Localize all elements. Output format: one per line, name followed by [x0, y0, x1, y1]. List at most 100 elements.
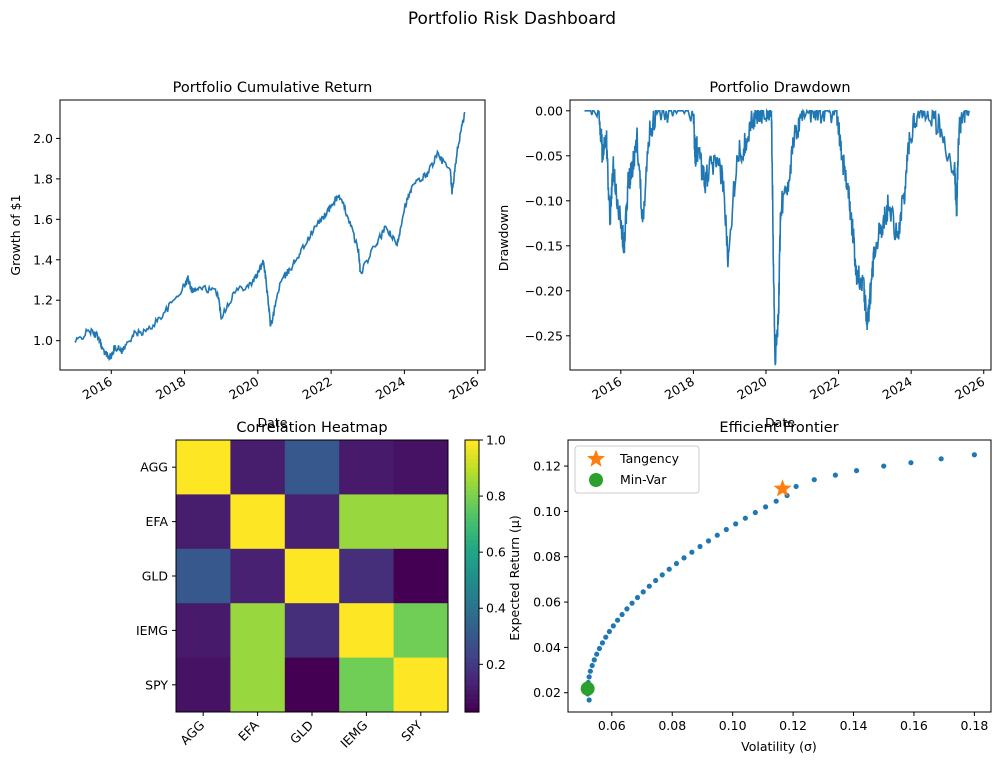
colorbar-segment — [465, 671, 479, 677]
frontier-xtick-label: 0.12 — [779, 718, 807, 733]
heatmap-col-label: AGG — [177, 718, 207, 748]
frontier-xlabel: Volatility (σ) — [741, 739, 817, 754]
colorbar-segment — [465, 462, 479, 468]
colorbar-segment — [465, 634, 479, 641]
colorbar-segment — [465, 458, 479, 464]
frontier-ytick-label: 0.02 — [533, 685, 561, 700]
colorbar-frame — [464, 439, 480, 713]
drawdown-xtick-label: 2018 — [662, 374, 697, 403]
frontier-point — [793, 483, 799, 490]
colorbar-segment — [465, 485, 479, 491]
frontier-point — [614, 617, 621, 623]
tangency-point — [773, 479, 792, 497]
frontier-point — [610, 623, 616, 629]
colorbar-segment — [465, 621, 479, 627]
colorbar-segment — [465, 562, 479, 568]
cumret-ytick-label: 1.4 — [33, 252, 53, 267]
colorbar-segment — [465, 521, 479, 527]
frontier-point — [603, 634, 609, 640]
frontier-ytick-label: 0.08 — [533, 549, 561, 564]
frontier-point — [640, 589, 646, 595]
heatmap-cell — [339, 494, 395, 550]
drawdown-line — [584, 108, 970, 366]
heatmap-row-label: SPY — [145, 677, 168, 692]
drawdown-ytick-label: −0.20 — [525, 283, 563, 298]
frontier-point — [697, 543, 703, 550]
heatmap-cell — [176, 603, 231, 659]
colorbar-segment — [465, 530, 479, 536]
heatmap-cell — [393, 494, 449, 550]
heatmap-panel: AGG AGG EFA EFA GLD GLD IEMG IEMG SPY SPY 0.2 0.4 0… — [136, 420, 506, 751]
cumulative-return-xlabel: Date — [258, 415, 288, 430]
colorbar-segment — [465, 684, 479, 690]
heatmap-row-label: AGG — [140, 460, 168, 475]
frontier-point — [811, 477, 817, 483]
colorbar-segment — [465, 689, 479, 695]
heatmap-cell — [393, 548, 449, 604]
colorbar-segment — [465, 453, 479, 459]
heatmap-col-label: IEMG — [337, 718, 370, 751]
drawdown-xtick-label: 2024 — [880, 374, 915, 403]
colorbar-segment — [465, 517, 479, 523]
frontier-point — [606, 628, 612, 635]
cumulative-return-ylabel: Growth of $1 — [8, 194, 23, 275]
heatmap-cell — [176, 440, 231, 495]
colorbar-segment — [465, 675, 479, 681]
drawdown-ytick-label: −0.10 — [525, 193, 563, 208]
colorbar-segment — [465, 594, 479, 600]
cumret-xtick-label: 2022 — [300, 374, 335, 403]
colorbar-segment — [465, 476, 479, 482]
frontier-point — [586, 697, 592, 703]
drawdown-panel: Portfolio Drawdown 2016 2018 2020 2022 2024 2… — [496, 80, 992, 430]
colorbar-tick-label: 0.4 — [486, 601, 506, 616]
colorbar-segment — [465, 639, 479, 645]
colorbar-segment — [465, 707, 479, 713]
frontier-point — [971, 452, 977, 458]
heatmap-cell — [393, 657, 449, 713]
heatmap-cell — [284, 603, 340, 659]
colorbar-segment — [465, 571, 479, 577]
colorbar-segment — [465, 653, 479, 659]
colorbar-segment — [465, 648, 479, 654]
heatmap-cell — [176, 657, 231, 713]
colorbar-segment — [465, 702, 479, 709]
colorbar-segment — [465, 585, 479, 591]
colorbar-segment — [465, 440, 479, 446]
colorbar-segment — [465, 489, 479, 495]
frontier-ytick-label: 0.04 — [533, 640, 561, 655]
colorbar-segment — [465, 539, 479, 545]
min-var-point — [580, 681, 595, 696]
colorbar-segment — [465, 566, 479, 573]
heatmap-cell — [230, 603, 286, 659]
frontier-point — [763, 504, 769, 510]
frontier-point — [705, 538, 712, 544]
drawdown-xtick-label: 2022 — [807, 374, 842, 403]
colorbar-segment — [465, 548, 479, 554]
frontier-point — [666, 566, 672, 572]
heatmap-cell — [230, 548, 286, 604]
colorbar-segment — [465, 612, 479, 618]
heatmap-cell — [339, 548, 395, 604]
frontier-panel: 0.06 0.08 0.10 0.12 0.14 0.16 0.18 0.02 0.04 0.06… — [507, 420, 992, 754]
frontier-xtick-label: 0.14 — [840, 718, 868, 733]
colorbar-tick-label: 1.0 — [486, 433, 506, 448]
frontier-point — [586, 674, 592, 680]
frontier-point — [596, 645, 603, 652]
frontier-xtick-label: 0.06 — [598, 718, 626, 733]
cumulative-return-line — [74, 111, 466, 362]
heatmap-cell — [284, 494, 340, 550]
frontier-legend: Tangency Min-Var — [574, 445, 700, 494]
drawdown-xlabel: Date — [765, 415, 795, 430]
colorbar-segment — [465, 535, 479, 541]
frontier-point — [594, 651, 600, 657]
colorbar-segment — [465, 589, 479, 595]
frontier-point — [752, 509, 758, 516]
cumret-ytick-label: 1.0 — [33, 333, 53, 348]
heatmap-cell — [284, 548, 340, 604]
colorbar-segment — [465, 449, 479, 455]
heatmap-cell — [393, 603, 449, 659]
drawdown-ytick-label: −0.15 — [525, 238, 563, 253]
drawdown-xtick-label: 2016 — [589, 374, 624, 403]
frontier-point — [599, 640, 606, 646]
colorbar-segment — [465, 644, 479, 650]
